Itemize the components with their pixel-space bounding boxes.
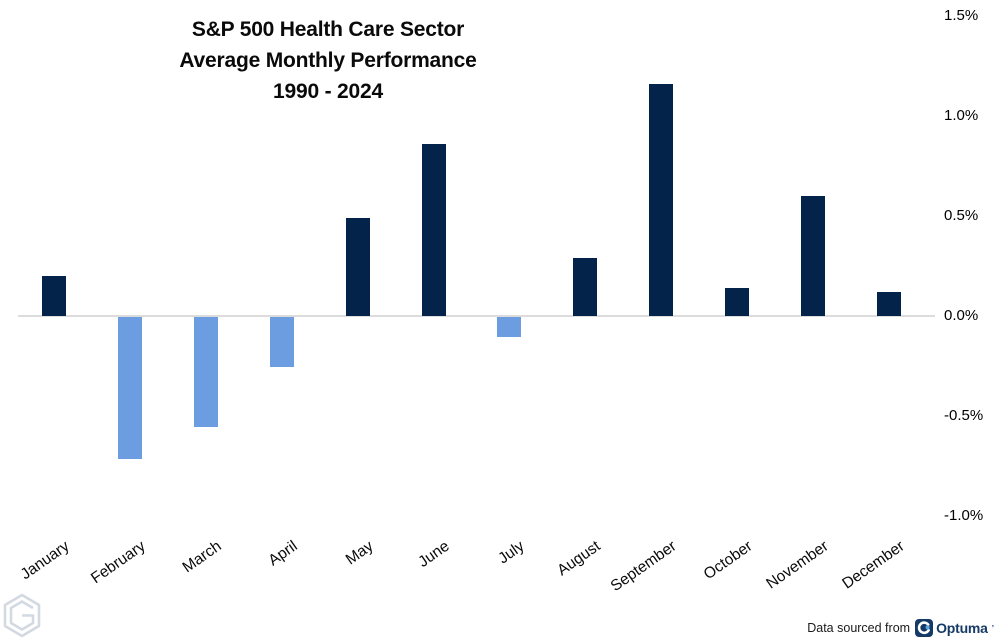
bar-february — [117, 317, 142, 459]
y-axis-tick-0.0: 0.0% — [944, 307, 979, 324]
bar-october — [725, 288, 750, 316]
chart-title: S&P 500 Health Care Sector Average Month… — [128, 14, 528, 107]
y-axis-tick--1.0: -1.0% — [944, 507, 984, 524]
bar-december — [876, 292, 901, 316]
bar-may — [345, 218, 370, 316]
y-axis-tick-1.5: 1.5% — [944, 7, 979, 24]
data-source-label: Data sourced from — [807, 621, 911, 635]
optuma-brand: Optuma’ — [915, 619, 994, 637]
bar-april — [269, 317, 294, 367]
bar-july — [497, 317, 522, 337]
bar-september — [649, 84, 674, 316]
bar-march — [193, 317, 218, 427]
optuma-brand-text: Optuma — [936, 620, 988, 636]
y-axis-tick-1.0: 1.0% — [944, 107, 979, 124]
bar-november — [801, 196, 825, 316]
chart-title-line-1: S&P 500 Health Care Sector — [191, 18, 465, 41]
chart-title-line-2: Average Monthly Performance — [179, 49, 477, 72]
data-source-footer: Data sourced from Optuma’ — [807, 619, 994, 637]
chart-title-line-3: 1990 - 2024 — [273, 80, 383, 103]
hexagon-g-watermark-icon — [2, 593, 42, 641]
optuma-trademark-mark: ’ — [991, 623, 994, 633]
bar-january — [42, 276, 66, 316]
bar-june — [421, 144, 446, 316]
optuma-logo-icon — [915, 619, 934, 637]
y-axis-tick-0.5: 0.5% — [944, 207, 979, 224]
bar-august — [573, 258, 598, 316]
zero-axis-line — [18, 315, 935, 317]
y-axis-tick--0.5: -0.5% — [944, 407, 984, 424]
